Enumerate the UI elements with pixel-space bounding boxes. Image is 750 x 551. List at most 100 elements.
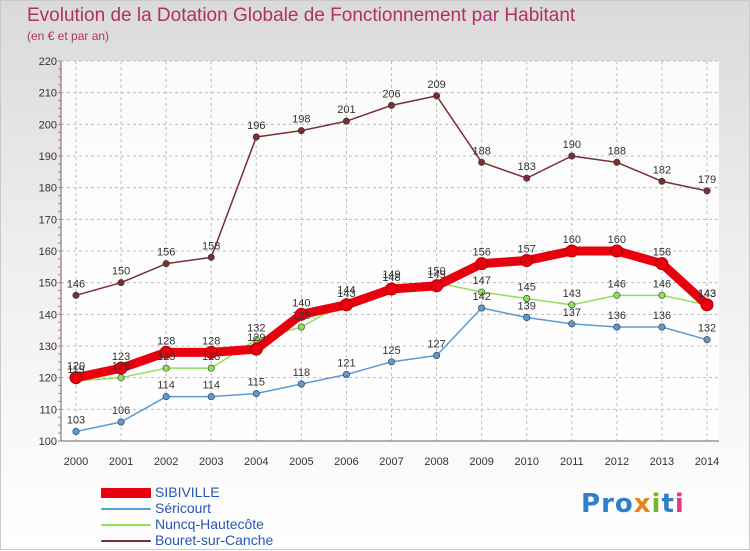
data-label: 146 xyxy=(608,278,626,290)
legend-swatch xyxy=(101,508,151,510)
data-label: 129 xyxy=(247,332,265,344)
data-point xyxy=(433,92,441,100)
data-point xyxy=(385,282,398,296)
data-point xyxy=(568,320,576,328)
data-label: 136 xyxy=(608,310,626,322)
data-point xyxy=(162,260,170,268)
data-label: 132 xyxy=(698,323,716,335)
x-tick-label: 2009 xyxy=(469,456,493,468)
logo-letter: i xyxy=(651,489,662,519)
data-point xyxy=(658,177,666,185)
data-label: 143 xyxy=(563,288,581,300)
data-label: 136 xyxy=(653,310,671,322)
data-label: 188 xyxy=(472,145,490,157)
data-label: 114 xyxy=(157,380,175,392)
logo-letter: t xyxy=(661,489,675,519)
data-point xyxy=(613,291,621,299)
y-tick-label: 110 xyxy=(39,404,57,416)
data-label: 119 xyxy=(67,364,85,376)
data-point xyxy=(72,291,80,299)
legend-label: SIBIVILLE xyxy=(155,484,220,500)
data-point xyxy=(69,371,83,385)
logo-letter: P xyxy=(581,489,602,519)
proxiti-logo: Proxiti xyxy=(581,489,685,519)
data-label: 158 xyxy=(202,240,220,252)
legend-swatch xyxy=(101,524,151,526)
data-label: 201 xyxy=(337,104,355,116)
y-tick-label: 140 xyxy=(39,309,57,321)
data-label: 188 xyxy=(608,145,626,157)
data-label: 156 xyxy=(653,247,671,259)
data-point xyxy=(568,152,576,160)
data-label: 147 xyxy=(472,275,490,287)
data-label: 120 xyxy=(67,361,85,373)
data-point xyxy=(387,101,395,109)
data-label: 140 xyxy=(292,297,310,309)
y-tick-label: 170 xyxy=(39,214,57,226)
data-point xyxy=(565,244,579,258)
data-label: 128 xyxy=(157,335,175,347)
data-point xyxy=(433,351,441,359)
data-label: 190 xyxy=(563,139,581,151)
data-point xyxy=(297,323,305,331)
x-tick-label: 2014 xyxy=(695,456,719,468)
data-label: 115 xyxy=(248,377,266,389)
data-label: 137 xyxy=(563,307,581,319)
data-label: 150 xyxy=(427,266,445,278)
data-point xyxy=(520,254,534,267)
data-label: 157 xyxy=(518,244,536,256)
data-label: 146 xyxy=(653,278,671,290)
data-point xyxy=(339,298,353,312)
data-point xyxy=(387,358,395,366)
data-label: 150 xyxy=(112,266,130,278)
data-point xyxy=(297,127,305,135)
data-label: 103 xyxy=(67,415,85,427)
data-point xyxy=(117,374,125,382)
logo-letter: r xyxy=(601,489,615,519)
data-label: 123 xyxy=(112,351,130,363)
chart-title: Evolution de la Dotation Globale de Fonc… xyxy=(27,5,576,26)
x-tick-label: 2010 xyxy=(514,456,538,468)
data-label: 146 xyxy=(67,278,85,290)
legend-swatch xyxy=(101,540,151,542)
data-point xyxy=(613,158,621,166)
x-tick-label: 2008 xyxy=(424,456,448,468)
data-point xyxy=(703,187,711,195)
x-tick-label: 2011 xyxy=(560,456,584,468)
x-tick-label: 2002 xyxy=(154,456,178,468)
data-label: 136 xyxy=(292,310,310,322)
x-tick-label: 2003 xyxy=(199,456,223,468)
data-point xyxy=(658,291,666,299)
data-point xyxy=(117,279,125,287)
data-point xyxy=(613,323,621,331)
data-point xyxy=(72,427,80,435)
x-tick-label: 2001 xyxy=(109,456,133,468)
y-tick-label: 150 xyxy=(39,278,57,290)
data-point xyxy=(207,253,215,261)
data-point xyxy=(568,301,576,309)
data-point xyxy=(478,304,486,312)
data-point xyxy=(342,117,350,125)
data-point xyxy=(523,294,531,302)
data-label: 127 xyxy=(427,339,445,351)
y-tick-label: 160 xyxy=(39,246,57,258)
data-point xyxy=(117,418,125,426)
logo-letter: o xyxy=(614,489,634,519)
data-label: 145 xyxy=(518,282,536,294)
data-label: 143 xyxy=(337,288,355,300)
x-tick-label: 2006 xyxy=(334,456,358,468)
data-point xyxy=(478,158,486,166)
y-tick-label: 220 xyxy=(39,56,57,68)
chart-subtitle: (en € et par an) xyxy=(27,29,110,43)
legend-swatch xyxy=(101,488,151,498)
data-point xyxy=(700,298,714,312)
data-label: 160 xyxy=(608,234,626,246)
data-label: 148 xyxy=(382,272,400,284)
data-point xyxy=(252,389,260,397)
y-tick-label: 210 xyxy=(39,88,57,100)
data-point xyxy=(342,370,350,378)
y-tick-label: 190 xyxy=(39,151,57,163)
data-label: 132 xyxy=(247,323,265,335)
data-point xyxy=(655,257,669,271)
